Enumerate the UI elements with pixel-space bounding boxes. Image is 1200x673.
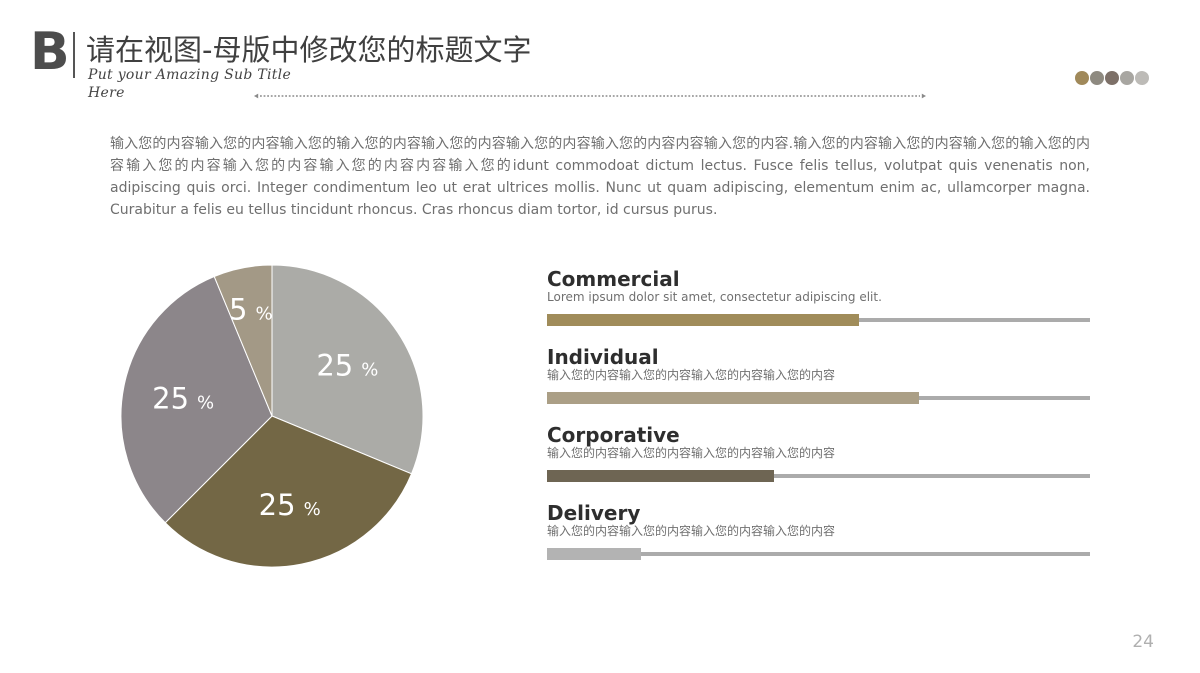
bar-fill xyxy=(547,548,641,560)
decor-dot xyxy=(1090,71,1104,85)
decor-dots xyxy=(1075,70,1150,86)
bar-title: Corporative xyxy=(547,423,680,447)
bar-track xyxy=(547,470,1090,482)
bar-description: 输入您的内容输入您的内容输入您的内容输入您的内容 xyxy=(547,524,836,538)
bar-description: 输入您的内容输入您的内容输入您的内容输入您的内容 xyxy=(547,446,836,460)
bar-track xyxy=(547,548,1090,560)
pie-slice xyxy=(271,264,424,475)
bar-track xyxy=(547,314,1090,326)
slide-title: 请在视图-母版中修改您的标题文字 xyxy=(86,33,532,67)
pie-slice xyxy=(164,415,413,568)
pie-slice-label: 25% xyxy=(316,349,378,383)
bar-item: Corporative 输入您的内容输入您的内容输入您的内容输入您的内容 xyxy=(547,424,1090,502)
pie-slice xyxy=(120,275,273,524)
rule-arrow-left-icon xyxy=(254,93,259,99)
bar-fill xyxy=(547,314,860,326)
bar-track xyxy=(547,392,1090,404)
bar-description: 输入您的内容输入您的内容输入您的内容输入您的内容 xyxy=(547,368,836,382)
bar-fill xyxy=(547,470,774,482)
decor-dot xyxy=(1105,71,1119,85)
pie-slice-label: 25% xyxy=(152,381,214,415)
rule-arrow-right-icon xyxy=(921,93,926,99)
decor-dot xyxy=(1120,71,1134,85)
page-number: 24 xyxy=(1132,632,1154,652)
decor-dot xyxy=(1075,71,1089,85)
bar-title: Delivery xyxy=(547,501,641,525)
slide-subtitle: Put your Amazing Sub Title Here xyxy=(88,67,292,101)
pie-slice-label: 25% xyxy=(259,488,321,522)
bar-item: Individual 输入您的内容输入您的内容输入您的内容输入您的内容 xyxy=(547,346,1090,424)
pie-chart: 25 % 25 % 25 % 5% xyxy=(120,264,424,568)
logo-divider xyxy=(73,32,75,78)
logo-letter: B xyxy=(30,22,70,82)
bar-title: Commercial xyxy=(547,267,680,291)
bar-title: Individual xyxy=(547,345,659,369)
pie-slice-label: 5% xyxy=(229,292,273,326)
bar-item: Commercial Lorem ipsum dolor sit amet, co… xyxy=(547,268,1090,346)
bar-description: Lorem ipsum dolor sit amet, consectetur … xyxy=(547,290,882,304)
bar-list: Commercial Lorem ipsum dolor sit amet, co… xyxy=(547,268,1090,580)
bar-item: Delivery 输入您的内容输入您的内容输入您的内容输入您的内容 xyxy=(547,502,1090,580)
body-paragraph: 输入您的内容输入您的内容输入您的输入您的内容输入您的内容输入您的内容输入您的内容… xyxy=(110,136,1090,218)
pie-slice xyxy=(213,264,273,417)
decor-dot xyxy=(1135,71,1149,85)
bar-fill xyxy=(547,392,919,404)
dotted-rule xyxy=(254,93,926,99)
